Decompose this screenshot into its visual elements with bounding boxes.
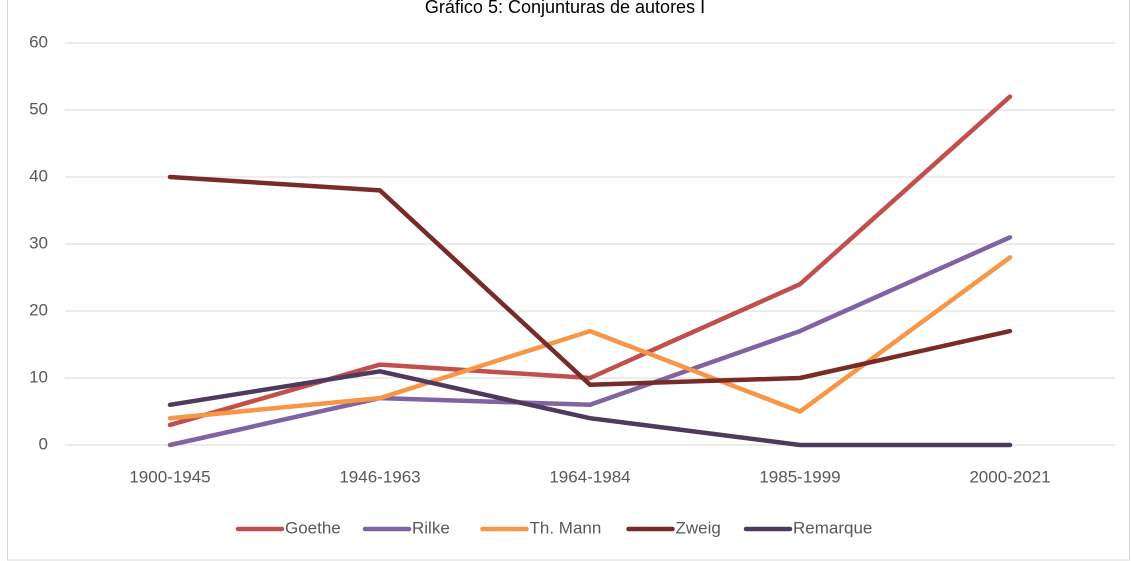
chart-title: Gráfico 5: Conjunturas de autores I: [425, 0, 705, 17]
x-tick-label: 1900-1945: [129, 467, 210, 486]
x-tick-label: 1964-1984: [549, 467, 630, 486]
legend-label: Th. Mann: [530, 518, 602, 537]
y-tick-label: 30: [29, 233, 48, 252]
x-tick-label: 1946-1963: [339, 467, 420, 486]
y-tick-label: 20: [29, 300, 48, 319]
x-tick-label: 1985-1999: [759, 467, 840, 486]
y-tick-label: 50: [29, 99, 48, 118]
legend-label: Rilke: [412, 518, 450, 537]
chart-frame: [7, 0, 1130, 561]
y-tick-label: 40: [29, 166, 48, 185]
legend-label: Remarque: [793, 518, 872, 537]
line-series: [167, 235, 1013, 448]
y-tick-label: 0: [39, 434, 48, 453]
legend-label: Goethe: [285, 518, 341, 537]
x-tick-label: 2000-2021: [969, 467, 1050, 486]
line-series: [167, 369, 1013, 448]
line-series: [167, 174, 1013, 387]
legend-label: Zweig: [676, 518, 721, 537]
y-tick-label: 10: [29, 367, 48, 386]
y-tick-label: 60: [29, 32, 48, 51]
